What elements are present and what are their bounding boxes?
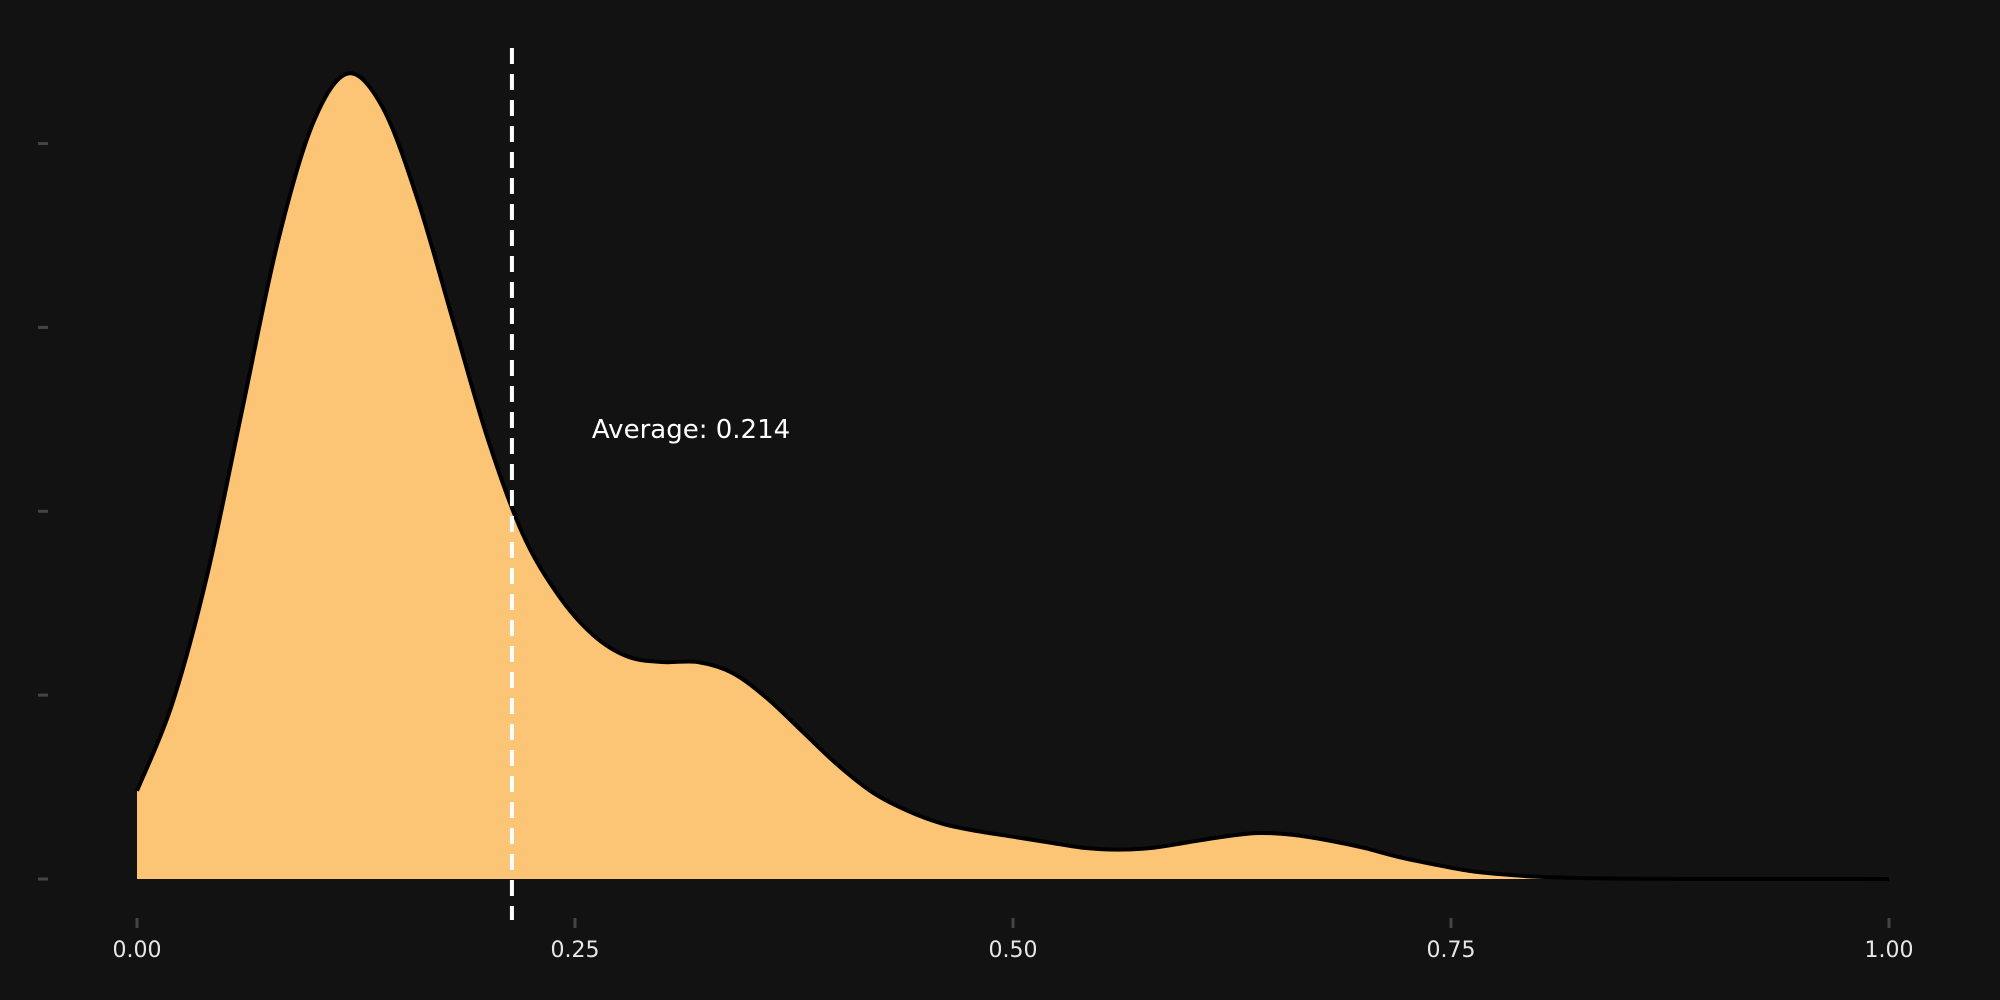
x-axis-ticks: 0.00 0.25 0.50 0.75 1.00 xyxy=(113,918,1914,963)
x-tick-label: 1.00 xyxy=(1865,938,1914,963)
x-tick-label: 0.25 xyxy=(551,938,600,963)
mean-annotation: Average: 0.214 xyxy=(592,415,790,445)
density-curve xyxy=(135,71,1890,881)
x-tick-label: 0.00 xyxy=(113,938,162,963)
y-axis-ticks xyxy=(38,142,48,881)
density-area xyxy=(137,73,1889,880)
x-tick-label: 0.50 xyxy=(989,938,1038,963)
x-tick-label: 0.75 xyxy=(1427,938,1476,963)
